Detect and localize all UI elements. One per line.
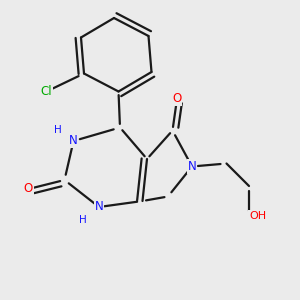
Text: OH: OH: [249, 211, 266, 221]
Text: N: N: [69, 134, 78, 148]
Text: Cl: Cl: [41, 85, 52, 98]
Text: O: O: [172, 92, 182, 106]
Text: H: H: [54, 124, 62, 135]
Text: N: N: [94, 200, 103, 214]
Text: O: O: [24, 182, 33, 196]
Text: H: H: [79, 214, 86, 225]
Text: N: N: [188, 160, 196, 173]
